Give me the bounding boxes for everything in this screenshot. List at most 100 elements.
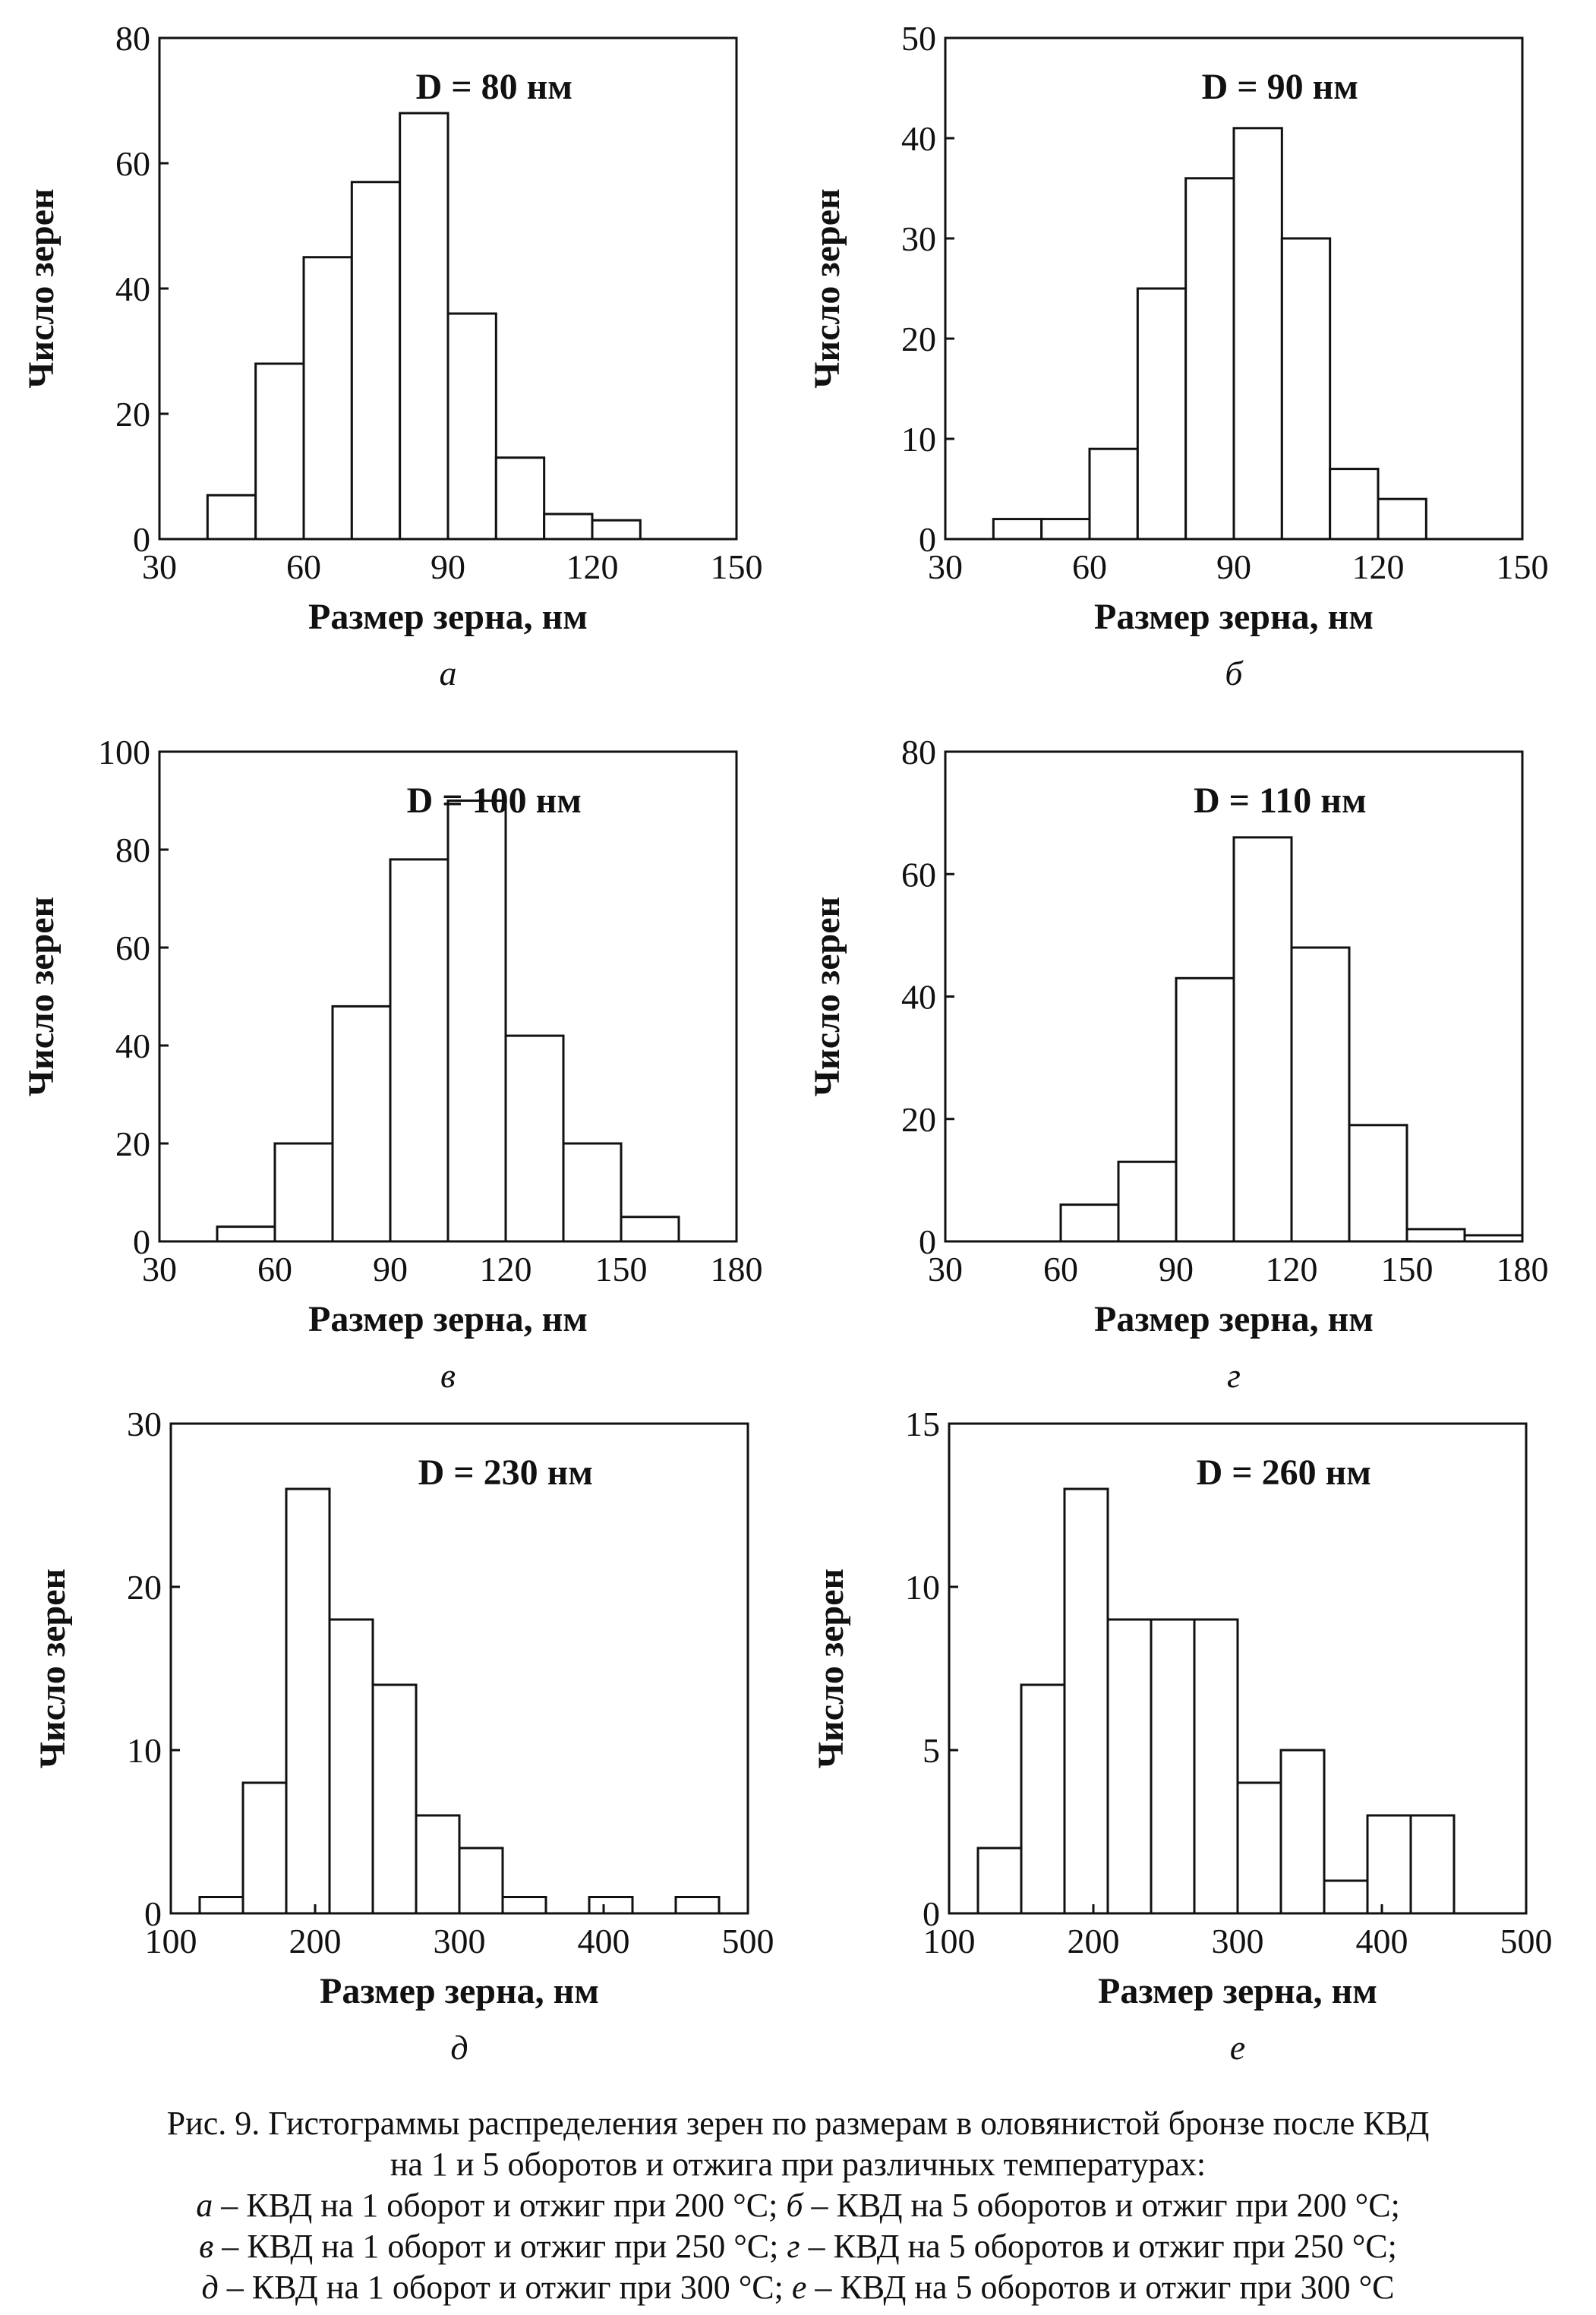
histogram-panel: 30 60 90 120 150 180 0 20 40 60 80 Размер зерна, нм…	[807, 733, 1549, 1395]
y-tick-label: 0	[133, 520, 150, 559]
histogram-bar	[1063, 1487, 1109, 1915]
x-tick-label: 300	[434, 1922, 486, 1960]
y-tick-label: 80	[901, 733, 936, 771]
histogram-bar	[415, 1814, 461, 1915]
histogram-bar	[350, 181, 402, 541]
histogram-bar	[241, 1781, 288, 1915]
histogram-bar	[1323, 1879, 1369, 1915]
y-tick-label: 5	[923, 1731, 940, 1770]
histogram-bar	[198, 1896, 244, 1915]
caption-line-1: Рис. 9. Гистограммы распределения зерен …	[166, 2105, 1430, 2142]
histogram-bar	[1059, 1203, 1120, 1243]
mean-size-annotation: D = 90 нм	[1202, 67, 1358, 107]
x-tick-label: 60	[286, 547, 321, 586]
x-tick-label: 100	[923, 1922, 976, 1960]
y-tick-label: 0	[919, 520, 936, 559]
y-tick-label: 40	[115, 270, 150, 308]
histogram-bar	[1184, 177, 1235, 541]
plot-frame	[158, 750, 738, 1243]
y-tick-label: 50	[901, 19, 936, 58]
histogram-bar	[1117, 1160, 1178, 1243]
x-tick-label: 500	[1500, 1922, 1553, 1960]
histogram-bar	[1290, 946, 1351, 1243]
histogram-panel: 30 60 90 120 150 180 0 20 40 60 80 100 Размер зерна,…	[21, 733, 763, 1395]
y-tick-label: 100	[98, 733, 150, 771]
x-tick-label: 120	[1352, 547, 1405, 586]
histogram-bar	[562, 1142, 623, 1243]
histogram-bar	[285, 1487, 331, 1915]
x-tick-label: 120	[480, 1250, 532, 1288]
panel-letter: г	[1227, 1356, 1241, 1395]
histogram-bar	[254, 362, 305, 541]
histogram-bar	[206, 494, 257, 541]
histogram-bar	[1236, 1781, 1282, 1915]
x-tick-label: 90	[373, 1250, 408, 1288]
histogram-bar	[458, 1847, 504, 1915]
mean-size-annotation: D = 80 нм	[416, 67, 572, 107]
x-tick-label: 30	[928, 1250, 963, 1288]
y-axis-label: Число зерен	[807, 188, 847, 388]
histogram-bar	[1405, 1228, 1466, 1243]
y-tick-label: 0	[919, 1222, 936, 1261]
caption-text-v: – КВД на 1 оборот и отжиг при 250 °С;	[213, 2228, 787, 2265]
y-tick-label: 10	[905, 1568, 940, 1607]
histogram-bar	[399, 112, 449, 541]
histogram-bar	[371, 1683, 418, 1915]
panel-letter: а	[440, 654, 457, 692]
x-axis-label: Размер зерна, нм	[1094, 1299, 1374, 1339]
histogram-bar	[1175, 976, 1235, 1243]
x-tick-label: 500	[722, 1922, 774, 1960]
x-tick-label: 30	[928, 547, 963, 586]
y-tick-label: 10	[901, 420, 936, 459]
histogram-bar	[302, 256, 353, 541]
histogram-bar	[504, 1034, 565, 1243]
panel-letter: в	[440, 1356, 456, 1395]
y-tick-label: 80	[115, 19, 150, 58]
x-tick-label: 120	[566, 547, 619, 586]
mean-size-annotation: D = 100 нм	[407, 781, 582, 821]
histogram-bar	[543, 513, 594, 541]
y-axis-label: Число зерен	[21, 897, 62, 1096]
y-tick-label: 20	[901, 320, 936, 358]
histogram-bar	[328, 1618, 374, 1915]
caption-text-d: – КВД на 1 оборот и отжиг при 300 °С;	[218, 2269, 792, 2306]
y-tick-label: 20	[115, 395, 150, 434]
x-axis-label: Размер зерна, нм	[308, 597, 588, 637]
y-tick-label: 20	[901, 1100, 936, 1139]
x-tick-label: 200	[1068, 1922, 1120, 1960]
caption-text-b: – КВД на 5 оборотов и отжиг при 200 °С;	[803, 2187, 1400, 2224]
histogram-bar	[591, 519, 642, 541]
x-axis-label: Размер зерна, нм	[1094, 597, 1374, 637]
x-tick-label: 90	[431, 547, 465, 586]
histogram-bar	[1377, 497, 1427, 541]
y-axis-label: Число зерен	[811, 1569, 851, 1768]
panel-letter: б	[1225, 654, 1244, 692]
histogram-bar	[494, 456, 546, 541]
histogram-panel: 30 60 90 120 150 0 20 40 60 80 Размер зерна, нм Чис…	[21, 19, 763, 692]
histogram-bar	[501, 1896, 547, 1915]
histogram-bar	[216, 1225, 276, 1243]
x-tick-label: 150	[595, 1250, 648, 1288]
caption-text-g: – КВД на 5 оборотов и отжиг при 250 °С;	[800, 2228, 1397, 2265]
x-axis-label: Размер зерна, нм	[308, 1299, 588, 1339]
x-tick-label: 150	[1381, 1250, 1434, 1288]
figure-caption: Рис. 9. Гистограммы распределения зерен …	[0, 2103, 1596, 2308]
panel-letter: е	[1230, 2028, 1245, 2067]
histogram-bar	[976, 1847, 1023, 1915]
caption-line-3: а – КВД на 1 оборот и отжиг при 200 °С; …	[0, 2185, 1596, 2226]
x-tick-label: 300	[1212, 1922, 1264, 1960]
histogram-panel: 100 200 300 400 500 0 10 20 30 Размер зерна, нм Чи…	[33, 1405, 774, 2067]
x-tick-label: 180	[711, 1250, 763, 1288]
caption-line-2: на 1 и 5 оборотов и отжига при различных…	[390, 2146, 1206, 2183]
histogram-bar	[1088, 447, 1139, 541]
panel-letter: д	[450, 2028, 468, 2067]
histogram-bar	[1232, 127, 1283, 541]
y-tick-label: 60	[901, 855, 936, 894]
y-tick-label: 40	[901, 978, 936, 1017]
histogram-bar	[1348, 1124, 1408, 1243]
histogram-bar	[1040, 518, 1091, 541]
histogram-bar	[1020, 1683, 1066, 1915]
histogram-bar	[620, 1216, 680, 1243]
x-tick-label: 200	[289, 1922, 342, 1960]
histogram-bar	[1329, 468, 1380, 541]
